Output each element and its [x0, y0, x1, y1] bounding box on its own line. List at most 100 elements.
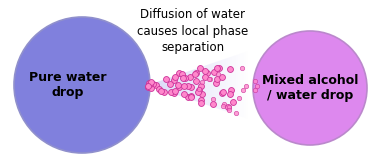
Point: [148, 84, 154, 86]
Text: Mixed alcohol
/ water drop: Mixed alcohol / water drop: [262, 74, 358, 102]
Point: [176, 86, 182, 89]
Point: [168, 91, 174, 94]
Point: [161, 90, 167, 93]
Point: [202, 76, 208, 78]
Polygon shape: [150, 84, 152, 86]
Point: [219, 92, 225, 94]
Point: [211, 71, 217, 74]
Point: [195, 90, 201, 93]
Polygon shape: [174, 76, 176, 94]
Polygon shape: [184, 72, 186, 98]
Point: [206, 77, 212, 80]
Polygon shape: [166, 78, 168, 92]
Polygon shape: [192, 69, 194, 101]
Point: [172, 89, 178, 92]
Point: [181, 92, 187, 95]
Polygon shape: [152, 83, 154, 87]
Polygon shape: [236, 54, 238, 116]
Point: [227, 93, 233, 95]
Polygon shape: [154, 82, 156, 88]
Point: [158, 89, 164, 92]
Point: [214, 67, 220, 69]
Point: [252, 80, 258, 82]
Point: [220, 91, 226, 94]
Point: [199, 81, 205, 84]
Polygon shape: [178, 74, 180, 96]
Point: [192, 73, 198, 75]
Point: [220, 105, 226, 108]
Point: [226, 109, 232, 111]
Point: [194, 79, 200, 82]
Point: [243, 85, 249, 87]
Point: [175, 84, 181, 87]
Point: [198, 99, 204, 101]
Point: [203, 70, 209, 72]
Text: Pure water
drop: Pure water drop: [29, 71, 107, 99]
Point: [194, 71, 200, 74]
Point: [188, 85, 194, 88]
Polygon shape: [214, 62, 216, 108]
Point: [188, 95, 194, 97]
Point: [254, 85, 260, 87]
Point: [180, 77, 186, 79]
Point: [240, 89, 246, 91]
Polygon shape: [206, 65, 208, 105]
Point: [204, 71, 210, 74]
Point: [235, 97, 242, 100]
Point: [210, 102, 216, 105]
Polygon shape: [196, 68, 198, 102]
Polygon shape: [204, 65, 206, 105]
Point: [215, 73, 222, 75]
Polygon shape: [218, 61, 220, 109]
Polygon shape: [188, 71, 190, 99]
Point: [213, 82, 219, 85]
Polygon shape: [234, 55, 236, 115]
Polygon shape: [200, 67, 202, 103]
Polygon shape: [162, 80, 164, 90]
Point: [185, 85, 191, 88]
Polygon shape: [180, 73, 182, 97]
Point: [233, 112, 239, 114]
Point: [156, 88, 162, 91]
Point: [197, 67, 203, 69]
Polygon shape: [220, 60, 222, 110]
Polygon shape: [164, 79, 166, 91]
Point: [196, 88, 202, 91]
Point: [148, 87, 154, 89]
Polygon shape: [160, 80, 162, 90]
Polygon shape: [172, 76, 174, 94]
Circle shape: [14, 17, 150, 153]
Point: [215, 67, 222, 70]
Point: [146, 86, 152, 88]
Polygon shape: [170, 77, 172, 93]
Point: [227, 68, 233, 70]
Point: [184, 96, 191, 99]
Circle shape: [253, 31, 367, 145]
Polygon shape: [186, 71, 188, 99]
Point: [147, 83, 153, 85]
Polygon shape: [158, 81, 160, 89]
Point: [170, 92, 177, 94]
Point: [179, 73, 185, 76]
Polygon shape: [226, 58, 228, 112]
Point: [229, 100, 235, 103]
Point: [177, 72, 183, 74]
Polygon shape: [198, 67, 200, 103]
Point: [210, 97, 216, 100]
Polygon shape: [208, 64, 210, 106]
Point: [150, 83, 156, 85]
Point: [197, 89, 203, 91]
Point: [252, 89, 258, 91]
Point: [153, 84, 159, 87]
Point: [167, 83, 173, 85]
Polygon shape: [202, 66, 204, 104]
Polygon shape: [182, 73, 184, 97]
Point: [198, 84, 204, 87]
Point: [219, 76, 225, 78]
Polygon shape: [176, 75, 178, 95]
Point: [146, 82, 152, 84]
Point: [228, 89, 234, 91]
Polygon shape: [222, 59, 224, 111]
Point: [214, 78, 220, 80]
Point: [146, 85, 152, 88]
